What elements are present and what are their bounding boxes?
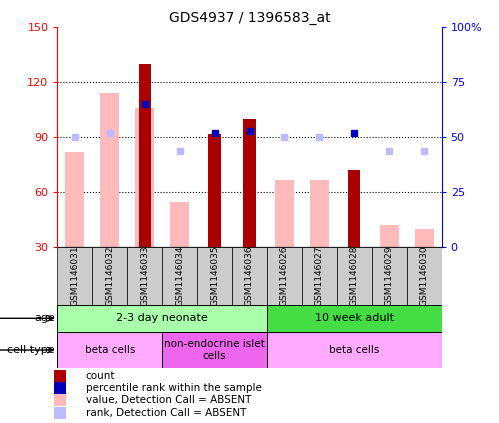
Bar (380, 225, 399, 247)
Text: value, Detection Call = ABSENT: value, Detection Call = ABSENT (86, 396, 251, 406)
Text: beta cells: beta cells (85, 345, 135, 355)
Bar (337, 247, 372, 305)
Text: GSM1146029: GSM1146029 (385, 246, 394, 306)
Bar (407, 247, 442, 305)
Bar (372, 247, 407, 305)
Bar (267, 305, 442, 332)
Text: cell type: cell type (7, 345, 55, 355)
Text: 10 week adult: 10 week adult (315, 313, 394, 323)
Bar (170, 202, 189, 247)
Text: GSM1146033: GSM1146033 (140, 246, 149, 306)
Bar (244, 119, 255, 247)
Text: GSM1146036: GSM1146036 (245, 246, 254, 306)
Text: GSM1146031: GSM1146031 (70, 246, 79, 306)
Text: non-endocrine islet
cells: non-endocrine islet cells (164, 339, 265, 361)
Bar (267, 332, 442, 368)
Bar (310, 180, 329, 247)
Bar (302, 247, 337, 305)
Bar (267, 247, 302, 305)
Text: age: age (34, 313, 55, 323)
Text: GSM1146027: GSM1146027 (315, 246, 324, 306)
Bar (65, 152, 84, 247)
Bar (135, 108, 154, 247)
Bar (197, 247, 232, 305)
Text: beta cells: beta cells (329, 345, 379, 355)
Text: GSM1146034: GSM1146034 (175, 246, 184, 306)
Text: percentile rank within the sample: percentile rank within the sample (86, 383, 261, 393)
Bar (100, 93, 119, 247)
Bar (232, 247, 267, 305)
Text: rank, Detection Call = ABSENT: rank, Detection Call = ABSENT (86, 407, 246, 418)
Text: GSM1146035: GSM1146035 (210, 246, 219, 306)
Text: GSM1146028: GSM1146028 (350, 246, 359, 306)
Text: 2-3 day neonate: 2-3 day neonate (116, 313, 208, 323)
Text: count: count (86, 371, 115, 381)
Bar (209, 134, 221, 247)
Bar (57, 332, 162, 368)
Bar (162, 247, 197, 305)
Bar (415, 229, 434, 247)
Bar (139, 64, 151, 247)
Bar (275, 180, 294, 247)
Bar (348, 170, 360, 247)
Text: GSM1146026: GSM1146026 (280, 246, 289, 306)
Text: GSM1146032: GSM1146032 (105, 246, 114, 306)
Text: GSM1146030: GSM1146030 (420, 246, 429, 306)
Text: GDS4937 / 1396583_at: GDS4937 / 1396583_at (169, 11, 330, 25)
Bar (127, 247, 162, 305)
Bar (57, 247, 92, 305)
Bar (92, 247, 127, 305)
Bar (57, 305, 267, 332)
Bar (162, 332, 267, 368)
